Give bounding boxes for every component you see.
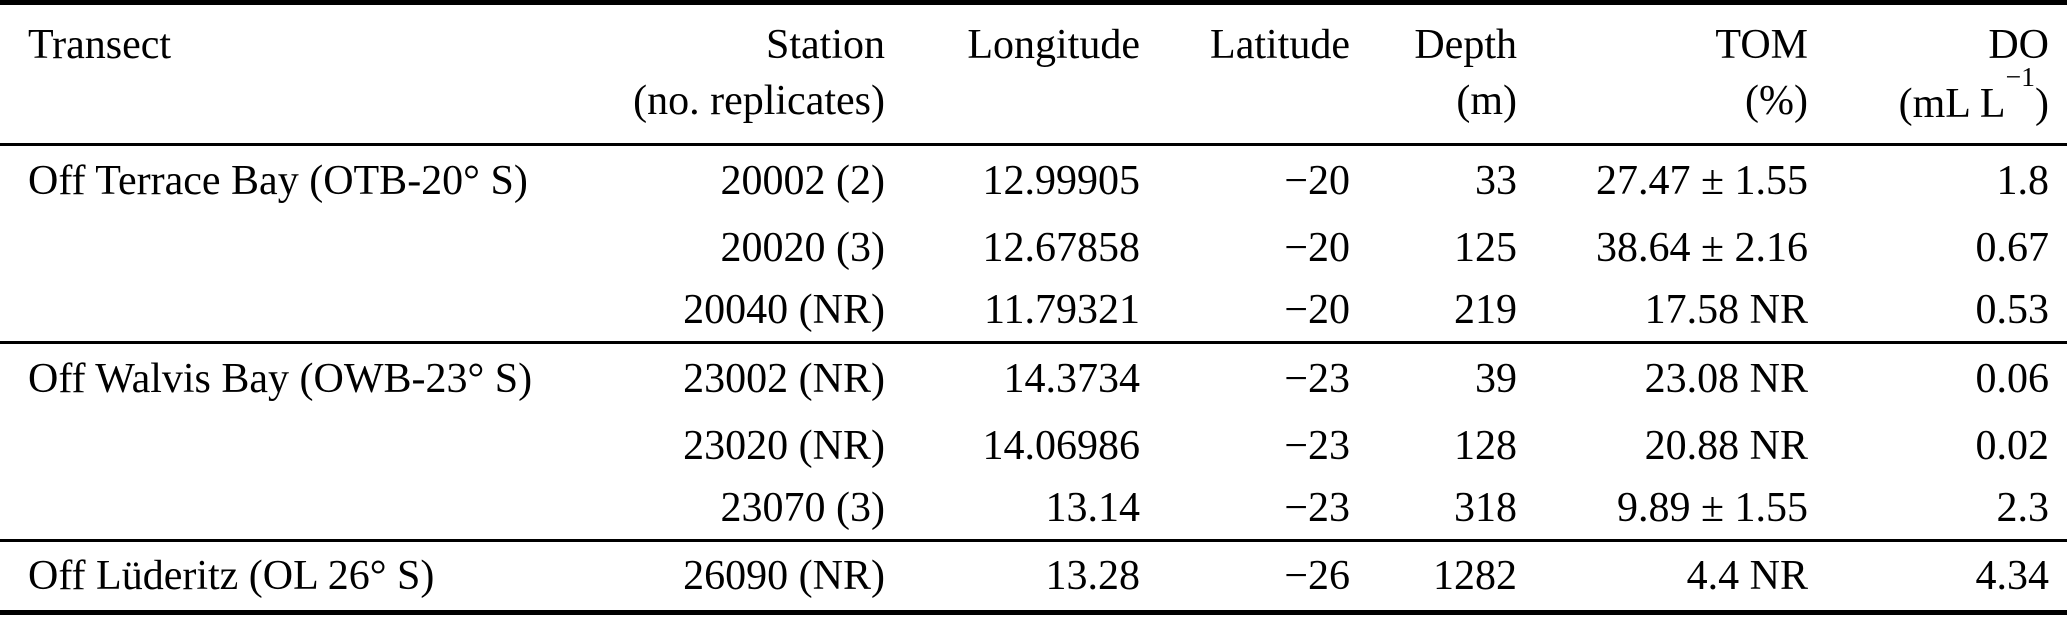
cell-transect bbox=[0, 217, 585, 280]
table-header: Transect Station Longitude Latitude Dept… bbox=[0, 3, 2067, 146]
cell-depth: 1282 bbox=[1350, 539, 1517, 613]
cell-latitude: −20 bbox=[1284, 287, 1350, 334]
cell-station: 23002 (NR) bbox=[585, 341, 885, 415]
cell-latitude: −20 bbox=[1140, 143, 1350, 217]
cell-latitude: −26 bbox=[1140, 539, 1350, 613]
cell-station: 20002 (2) bbox=[585, 143, 885, 217]
col-header-transect: Transect bbox=[28, 21, 172, 68]
cell-station: 23070 (3) bbox=[720, 485, 885, 532]
col-header-do: DO bbox=[1988, 21, 2049, 68]
table-row: 23070 (3) 13.14 −23 318 9.89 ± 1.55 2.3 bbox=[0, 478, 2067, 541]
table-row: Off Lüderitz (OL 26° S) 26090 (NR) 13.28… bbox=[0, 539, 2067, 613]
table-row: 23020 (NR) 14.06986 −23 128 20.88 NR 0.0… bbox=[0, 415, 2067, 478]
cell-transect bbox=[0, 280, 585, 343]
col-header-station: Station bbox=[765, 21, 885, 68]
cell-longitude: 12.67858 bbox=[982, 225, 1141, 271]
cell-do: 0.06 bbox=[1808, 341, 2067, 415]
cell-longitude: 13.28 bbox=[885, 539, 1140, 613]
col-subheader-transect bbox=[0, 72, 585, 146]
cell-longitude: 11.79321 bbox=[984, 287, 1140, 334]
cell-latitude: −23 bbox=[1284, 423, 1350, 469]
cell-longitude: 13.14 bbox=[1045, 485, 1141, 532]
cell-station: 20020 (3) bbox=[720, 225, 885, 271]
col-subheader-do-unit: (mL L−1) bbox=[1808, 61, 2067, 146]
cell-depth: 125 bbox=[1454, 225, 1517, 271]
do-unit-prefix: (mL L bbox=[1898, 80, 2006, 127]
table-row: 20040 (NR) 11.79321 −20 219 17.58 NR 0.5… bbox=[0, 280, 2067, 343]
col-header-depth: Depth bbox=[1414, 21, 1517, 68]
cell-transect bbox=[0, 415, 585, 478]
cell-do: 0.67 bbox=[1975, 225, 2050, 271]
cell-station: 26090 (NR) bbox=[585, 539, 885, 613]
cell-tom: 4.4 NR bbox=[1517, 539, 1808, 613]
cell-latitude: −23 bbox=[1140, 341, 1350, 415]
col-subheader-depth-unit: (m) bbox=[1350, 72, 1517, 146]
cell-do: 0.53 bbox=[1975, 287, 2050, 334]
cell-transect: Off Walvis Bay (OWB-23° S) bbox=[0, 341, 585, 415]
cell-tom: 20.88 NR bbox=[1644, 423, 1808, 469]
do-unit-suffix: ) bbox=[2035, 80, 2049, 127]
cell-do: 0.02 bbox=[1975, 423, 2050, 469]
header-row-main: Transect Station Longitude Latitude Dept… bbox=[0, 3, 2067, 73]
group-off-terrace-bay: Off Terrace Bay (OTB-20° S) 20002 (2) 12… bbox=[0, 143, 2067, 343]
cell-longitude: 14.3734 bbox=[885, 341, 1140, 415]
cell-depth: 33 bbox=[1350, 143, 1517, 217]
col-header-longitude: Longitude bbox=[967, 21, 1140, 68]
cell-depth: 39 bbox=[1350, 341, 1517, 415]
cell-transect: Off Terrace Bay (OTB-20° S) bbox=[0, 143, 585, 217]
cell-latitude: −23 bbox=[1284, 485, 1350, 532]
do-unit-exponent: −1 bbox=[2005, 61, 2036, 93]
header-row-units: (no. replicates) (m) (%) (mL L−1) bbox=[0, 61, 2067, 146]
cell-transect: Off Lüderitz (OL 26° S) bbox=[0, 539, 585, 613]
col-header-latitude: Latitude bbox=[1210, 21, 1350, 68]
cell-longitude: 14.06986 bbox=[982, 423, 1141, 469]
cell-station: 23020 (NR) bbox=[683, 423, 885, 469]
col-header-tom: TOM bbox=[1715, 21, 1808, 68]
table-row: Off Walvis Bay (OWB-23° S) 23002 (NR) 14… bbox=[0, 341, 2067, 415]
cell-longitude: 12.99905 bbox=[885, 143, 1140, 217]
cell-station: 20040 (NR) bbox=[683, 287, 885, 334]
cell-do: 1.8 bbox=[1808, 143, 2067, 217]
cell-depth: 128 bbox=[1454, 423, 1517, 469]
table-row: 20020 (3) 12.67858 −20 125 38.64 ± 2.16 … bbox=[0, 217, 2067, 280]
group-off-walvis-bay: Off Walvis Bay (OWB-23° S) 23002 (NR) 14… bbox=[0, 341, 2067, 541]
col-subheader-latitude bbox=[1140, 72, 1350, 146]
cell-tom: 38.64 ± 2.16 bbox=[1595, 225, 1808, 271]
col-subheader-longitude bbox=[885, 72, 1140, 146]
cell-tom: 9.89 ± 1.55 bbox=[1616, 485, 1808, 532]
cell-tom: 27.47 ± 1.55 bbox=[1517, 143, 1808, 217]
cell-tom: 23.08 NR bbox=[1517, 341, 1808, 415]
cell-do: 4.34 bbox=[1808, 539, 2067, 613]
cell-do: 2.3 bbox=[1996, 485, 2050, 532]
group-off-luderitz: Off Lüderitz (OL 26° S) 26090 (NR) 13.28… bbox=[0, 539, 2067, 613]
cell-tom: 17.58 NR bbox=[1644, 287, 1808, 334]
cell-depth: 219 bbox=[1454, 287, 1517, 334]
cell-transect bbox=[0, 478, 585, 541]
col-subheader-station-replicates: (no. replicates) bbox=[585, 72, 885, 146]
cell-latitude: −20 bbox=[1284, 225, 1350, 271]
col-subheader-tom-unit: (%) bbox=[1517, 72, 1808, 146]
table-row: Off Terrace Bay (OTB-20° S) 20002 (2) 12… bbox=[0, 143, 2067, 217]
cell-depth: 318 bbox=[1454, 485, 1517, 532]
